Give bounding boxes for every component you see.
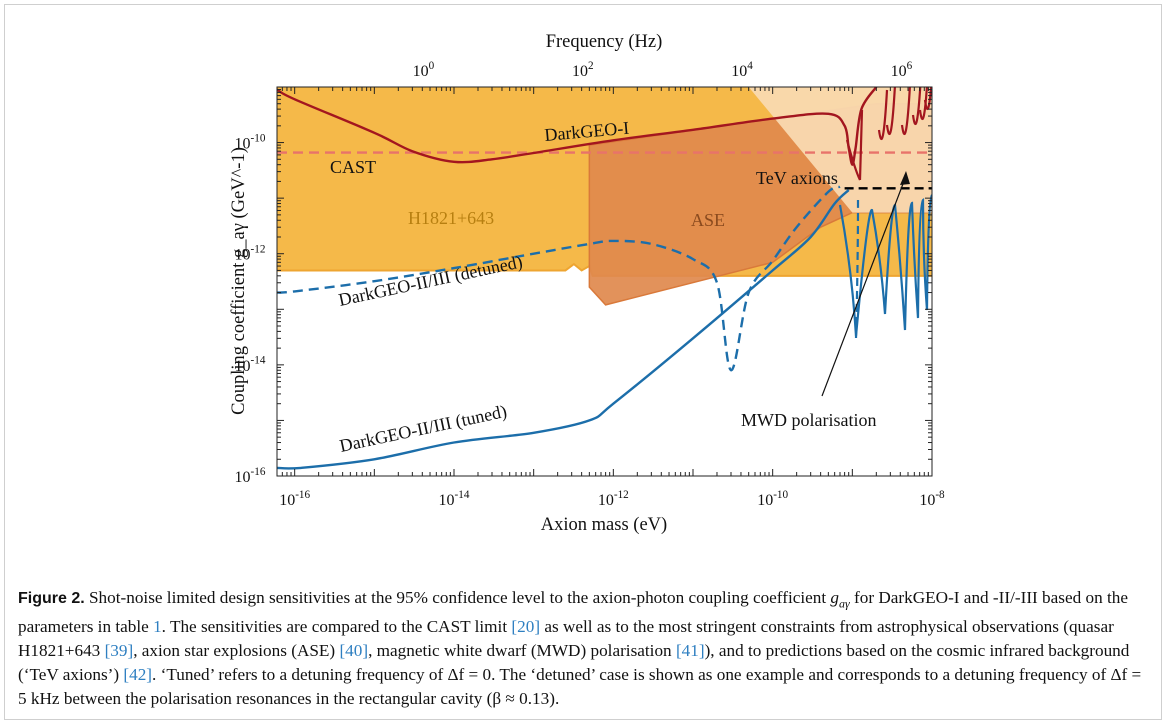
annotation-mwd-polarisation: MWD polarisation xyxy=(741,410,876,430)
x-tick-label: 10-8 xyxy=(919,489,945,509)
darkgeo-ii-resonance-dashed xyxy=(854,199,860,339)
ref-h1821-link[interactable]: [39] xyxy=(104,641,134,661)
coupling-symbol: gaγ xyxy=(830,588,850,611)
darkgeo-i-resonance xyxy=(923,87,932,110)
ref-cast-link[interactable]: [20] xyxy=(511,617,541,637)
darkgeo-i-resonance xyxy=(911,87,922,125)
y-axis-label: Coupling coefficient g_aγ (GeV^-1) xyxy=(229,147,249,415)
y-tick-label: 10-14 xyxy=(235,355,266,375)
x2-tick-label: 102 xyxy=(572,60,594,80)
x-tick-label: 10-14 xyxy=(439,489,470,509)
figure-caption: Figure 2. Shot-noise limited design sens… xyxy=(18,588,1142,709)
y-tick-label: 10-12 xyxy=(235,244,266,264)
darkgeo-i-resonance xyxy=(877,89,889,140)
axes-frame xyxy=(276,86,933,477)
annotation-tev-axions: TeV axions xyxy=(756,168,838,188)
annotation-h1821-643: H1821+643 xyxy=(408,208,494,228)
ref-ase-link[interactable]: [40] xyxy=(339,641,369,661)
x2-tick-label: 104 xyxy=(731,60,753,80)
x-tick-label: 10-16 xyxy=(279,489,310,509)
x-axis-label: Axion mass (eV) xyxy=(541,515,667,535)
annotation-ase: ASE xyxy=(691,210,725,230)
y-tick-label: 10-16 xyxy=(235,466,266,486)
darkgeo-i-resonance xyxy=(885,87,896,135)
series-darkgeo-ii-iii-tuned xyxy=(277,189,850,470)
darkgeo-i-resonance xyxy=(900,87,911,135)
darkgeo-ii-resonances xyxy=(838,194,932,337)
figure-label: Figure 2. xyxy=(18,590,85,607)
x-tick-label: 10-10 xyxy=(757,489,788,509)
darkgeo-i-resonance xyxy=(918,87,929,120)
series-darkgeo-ii-iii-detuned xyxy=(277,185,841,372)
ref-table-link[interactable]: 1 xyxy=(153,617,162,637)
x2-tick-label: 100 xyxy=(413,60,435,80)
annotation-cast: CAST xyxy=(330,157,376,177)
plot: 10-16 10-14 10-12 10-10 10-8 10-16 10-14 10-12 1… xyxy=(229,32,945,535)
x2-axis-label: Frequency (Hz) xyxy=(546,32,663,52)
mwd-arrow-head xyxy=(900,171,910,185)
x-tick-label: 10-12 xyxy=(598,489,629,509)
ref-tev-link[interactable]: [42] xyxy=(123,665,153,685)
y-tick-label: 10-10 xyxy=(235,132,266,152)
mwd-arrow-line xyxy=(821,175,907,397)
darkgeo-i-resonance xyxy=(845,109,864,181)
region-mwd-polarisation xyxy=(748,87,932,213)
x2-tick-label: 106 xyxy=(891,60,913,80)
ref-mwd-link[interactable]: [41] xyxy=(675,641,705,661)
